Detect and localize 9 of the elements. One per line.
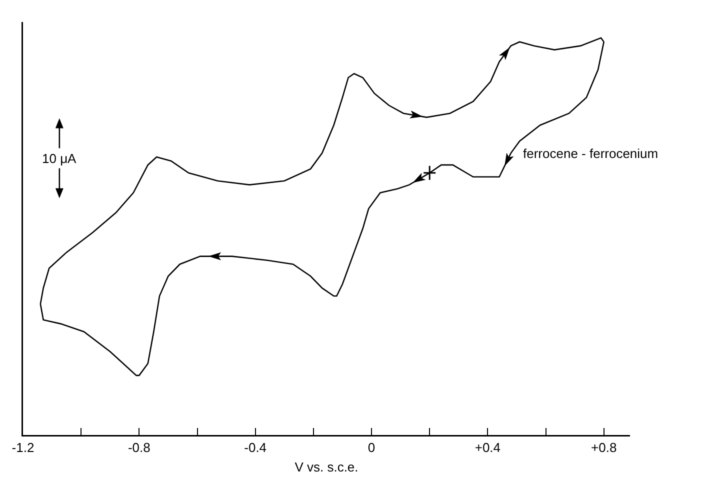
x-tick-label: +0.4 [474,440,501,455]
x-tick-label: -0.4 [244,440,267,455]
x-axis-title: V vs. s.c.e. [294,459,358,474]
x-tick-label: -1.2 [12,440,34,455]
x-tick-label: +0.8 [591,440,617,455]
annotation: 10 μA [42,151,77,166]
x-tick-label: 0 [368,440,376,455]
annotation: ferrocene - ferrocenium [523,146,658,161]
x-tick-label: -0.8 [128,440,150,455]
